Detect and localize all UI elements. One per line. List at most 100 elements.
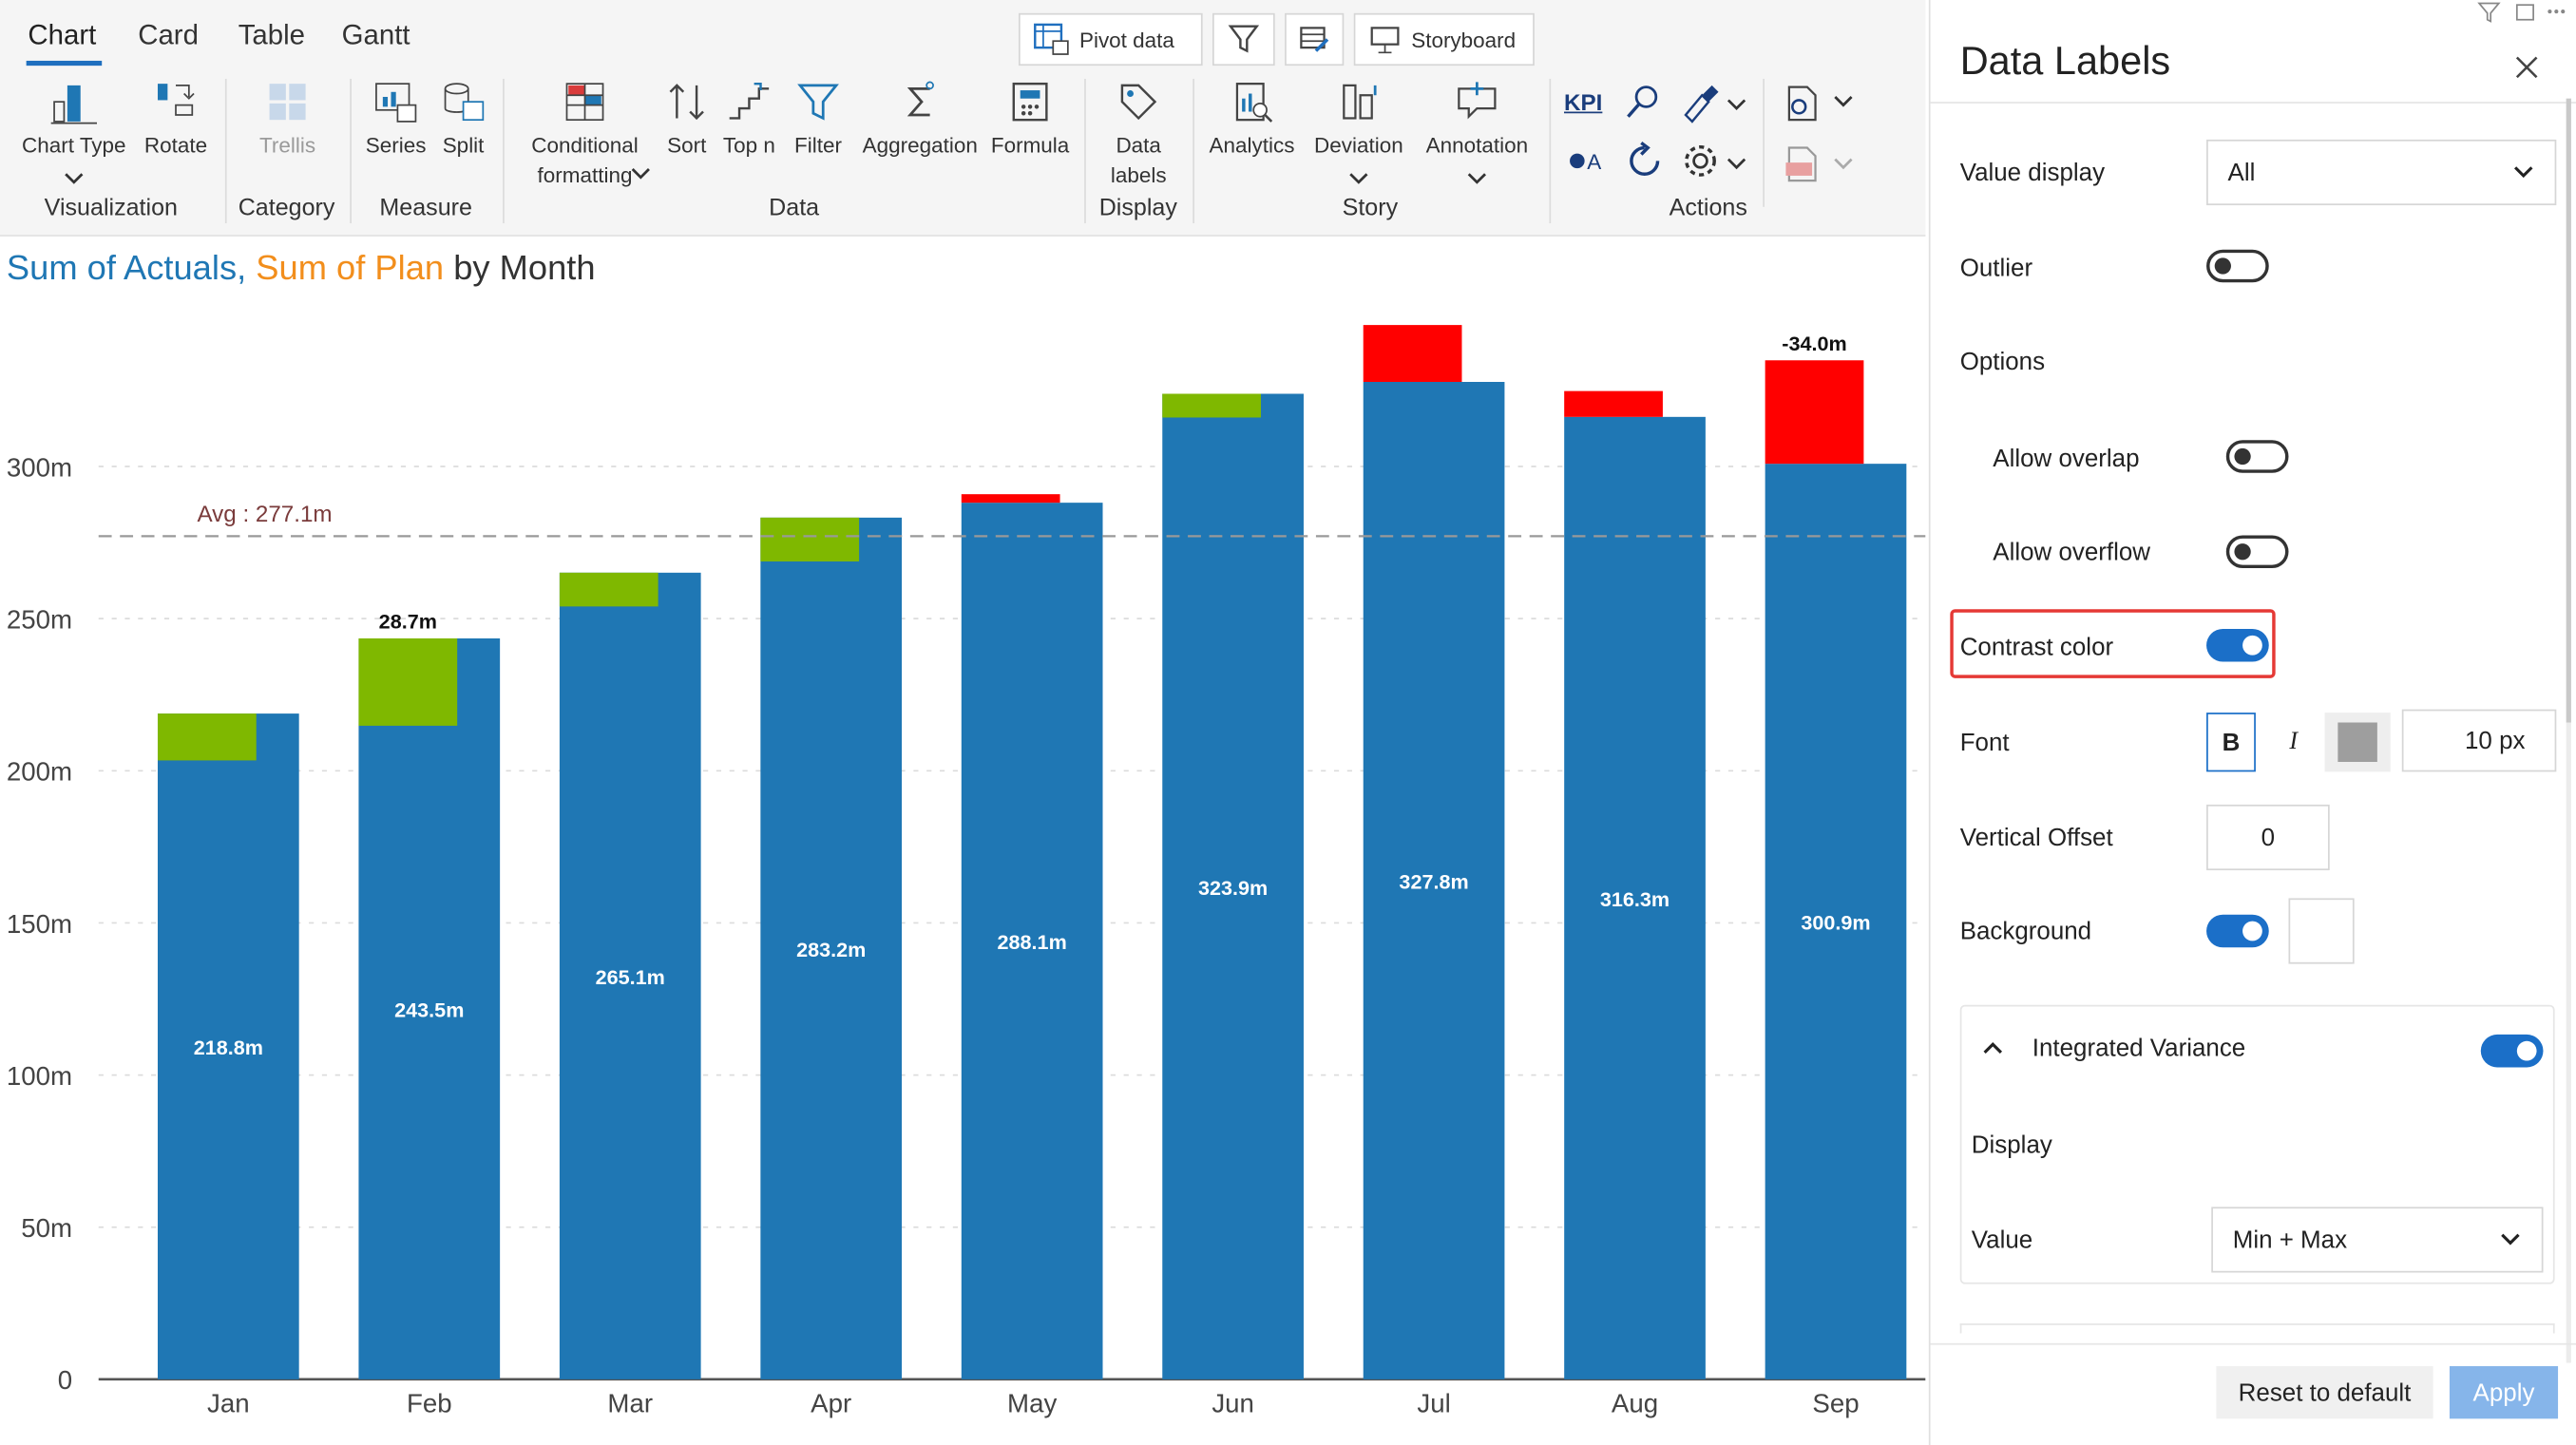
group-category: Category	[238, 195, 335, 222]
vertical-offset-input[interactable]: 0	[2206, 804, 2330, 871]
chevron-down-icon[interactable]	[629, 166, 652, 182]
tab-card[interactable]: Card	[138, 19, 199, 51]
scrollbar-track[interactable]	[2566, 98, 2571, 1363]
group-measure: Measure	[379, 195, 472, 222]
annotation-button[interactable]: Annotation	[1416, 79, 1537, 161]
tab-chart[interactable]: Chart	[28, 19, 97, 51]
kpi-button[interactable]: KPI	[1564, 88, 1603, 115]
chevron-down-icon[interactable]	[1832, 94, 1855, 110]
italic-button[interactable]: I	[2268, 713, 2318, 772]
integrated-variance-toggle[interactable]	[2480, 1034, 2544, 1068]
y-tick-label: 250m	[7, 605, 72, 635]
allow-overlap-label: Allow overlap	[1993, 445, 2140, 473]
data-label-2: labels	[1110, 162, 1167, 188]
conditional-label: Conditional	[531, 133, 639, 158]
analytics-label: Analytics	[1209, 133, 1295, 158]
sigma-icon	[906, 81, 934, 117]
panel-top-icons	[2477, 2, 2566, 23]
divider	[1549, 78, 1552, 224]
chevron-down-icon[interactable]	[1347, 171, 1370, 187]
conditional-formatting-button[interactable]: Conditional formatting	[512, 79, 657, 191]
reset-to-default-button[interactable]: Reset to default	[2216, 1366, 2433, 1419]
value-display-label: Value display	[1959, 159, 2106, 188]
outlier-toggle[interactable]	[2206, 249, 2269, 283]
contrast-color-toggle[interactable]	[2206, 628, 2269, 662]
x-tick-label: May	[1007, 1388, 1057, 1417]
x-tick-label: Feb	[407, 1388, 452, 1417]
allow-overflow-toggle[interactable]	[2225, 535, 2289, 569]
sort-icon	[669, 84, 704, 121]
split-label: Split	[442, 133, 485, 158]
sort-button[interactable]: Sort	[660, 79, 713, 161]
close-icon[interactable]	[2513, 54, 2540, 81]
variance-value-select[interactable]: Min + Max	[2211, 1207, 2544, 1273]
active-tab-indicator	[26, 60, 103, 67]
tab-gantt[interactable]: Gantt	[341, 19, 410, 51]
variance-bar-negative	[1363, 325, 1462, 383]
top-n-label: Top n	[722, 133, 775, 158]
chevron-up-icon[interactable]	[1981, 1039, 2004, 1055]
analytics-button[interactable]: Analytics	[1204, 79, 1299, 161]
divider	[1763, 78, 1765, 207]
gear-icon[interactable]	[1681, 142, 1720, 181]
chart-type-button[interactable]: Chart Type	[16, 79, 131, 161]
variance-value: Min + Max	[2232, 1226, 2348, 1254]
options-label: Options	[1959, 348, 2046, 376]
font-size-input[interactable]: 10 px	[2401, 709, 2557, 772]
export-settings-icon[interactable]	[1781, 82, 1823, 124]
chevron-down-icon[interactable]	[63, 171, 86, 187]
formula-button[interactable]: Formula	[989, 79, 1071, 161]
bar-chart-icon	[50, 85, 98, 124]
data-labels-button[interactable]: Data labels	[1097, 79, 1179, 191]
chevron-down-icon[interactable]	[1725, 97, 1747, 113]
panel-title: Data Labels	[1959, 39, 2171, 85]
search-icon[interactable]	[1623, 82, 1662, 121]
split-button[interactable]: Split	[433, 79, 492, 161]
trellis-button[interactable]: Trellis	[246, 79, 328, 161]
expand-icon[interactable]	[2515, 4, 2534, 21]
allow-overlap-toggle[interactable]	[2225, 440, 2289, 473]
pivot-data-label: Pivot data	[1078, 27, 1174, 52]
apply-button[interactable]: Apply	[2449, 1366, 2559, 1419]
divider	[1084, 78, 1086, 224]
aggregation-button[interactable]: Aggregation	[854, 79, 985, 161]
x-tick-label: Mar	[607, 1388, 653, 1417]
pivot-data-button[interactable]: Pivot data	[1018, 12, 1203, 67]
filter-icon[interactable]	[2477, 2, 2501, 23]
chevron-down-icon[interactable]	[1465, 171, 1488, 187]
edit-table-button[interactable]	[1285, 12, 1345, 67]
tab-table[interactable]: Table	[238, 19, 305, 51]
paint-brush-icon[interactable]	[1679, 82, 1722, 124]
variance-bar-negative	[1765, 360, 1864, 465]
bold-button[interactable]: B	[2206, 713, 2256, 772]
chevron-down-icon[interactable]	[1832, 156, 1855, 172]
label-toggle-icon[interactable]: A	[1567, 144, 1606, 178]
refresh-icon[interactable]	[1625, 141, 1664, 181]
series-button[interactable]: Series	[361, 79, 430, 161]
pdf-export-icon[interactable]	[1781, 143, 1823, 185]
scrollbar-thumb[interactable]	[2566, 98, 2571, 723]
bar-value-label: 316.3m	[1600, 887, 1670, 911]
bar-actual	[961, 503, 1103, 1379]
top-n-button[interactable]: Top n	[718, 79, 781, 161]
filter-button[interactable]: Filter	[789, 79, 848, 161]
background-color-swatch[interactable]	[2288, 898, 2355, 964]
more-icon[interactable]	[2547, 10, 2552, 14]
value-display-select[interactable]: All	[2206, 139, 2557, 206]
chevron-down-icon[interactable]	[1725, 156, 1747, 172]
storyboard-button[interactable]: Storyboard	[1353, 12, 1535, 67]
filter-icon	[797, 84, 839, 121]
funnel-settings-icon	[1228, 25, 1260, 53]
background-toggle[interactable]	[2206, 914, 2269, 948]
allow-overflow-label: Allow overflow	[1993, 538, 2151, 567]
value-display-value: All	[2227, 158, 2256, 187]
group-visualization: Visualization	[44, 195, 179, 222]
divider	[350, 78, 353, 224]
font-color-button[interactable]	[2324, 713, 2391, 772]
filter-settings-button[interactable]	[1212, 12, 1275, 67]
deviation-button[interactable]: Deviation	[1307, 79, 1409, 161]
value-label: Value	[1971, 1226, 2033, 1255]
rotate-button[interactable]: Rotate	[138, 79, 214, 161]
data-labels-panel: Data Labels Value display All Outlier Op…	[1928, 0, 2576, 1445]
x-tick-label: Jan	[207, 1388, 250, 1417]
